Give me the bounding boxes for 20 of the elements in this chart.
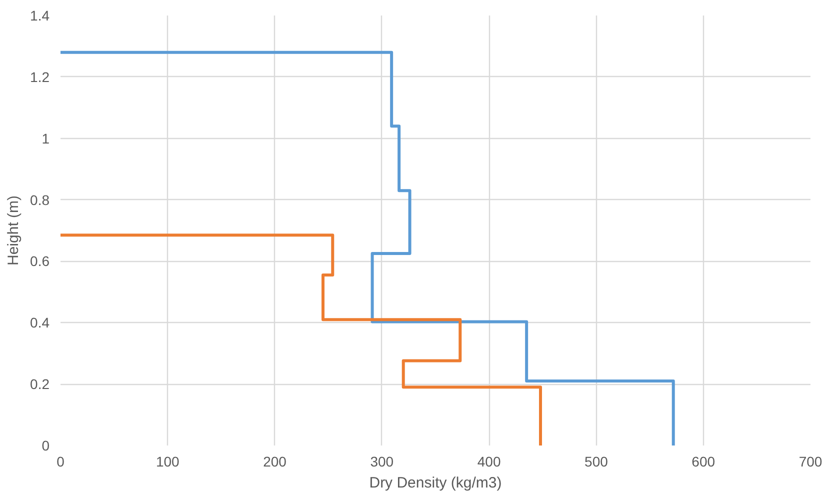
line-series [60, 234, 542, 446]
x-tick-label: 200 [263, 454, 287, 470]
x-tick-label: 700 [798, 454, 822, 470]
x-tick-label: 600 [692, 454, 716, 470]
y-tick-label: 0.2 [30, 376, 50, 392]
line-series [60, 50, 675, 446]
x-tick-label: 300 [370, 454, 394, 470]
y-tick-label: 1.4 [30, 8, 50, 24]
y-tick-label: 0.6 [30, 253, 50, 270]
y-tick-label: 0 [42, 438, 50, 454]
x-tick-label: 500 [584, 454, 608, 470]
x-tick-label: 0 [56, 454, 65, 470]
y-tick-label: 0.4 [30, 314, 50, 331]
x-axis-title: Dry Density (kg/m3) [369, 474, 502, 492]
y-tick-label: 0.8 [30, 192, 50, 208]
x-tick-label: 400 [477, 454, 501, 470]
y-tick-label: 1.2 [30, 68, 50, 85]
x-tick-label: 100 [156, 454, 180, 470]
y-tick-label: 1 [42, 130, 50, 146]
y-axis-title: Height (m) [5, 195, 22, 266]
